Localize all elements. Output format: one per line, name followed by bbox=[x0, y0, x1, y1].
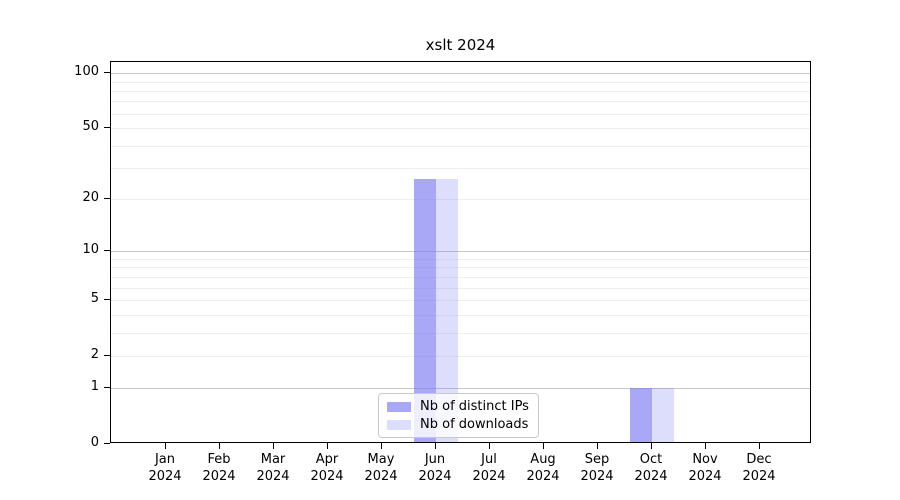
y-tick-label: 5 bbox=[90, 291, 99, 306]
x-tick-mark bbox=[165, 443, 166, 449]
minor-gridline bbox=[111, 300, 810, 301]
x-tick-mark bbox=[651, 443, 652, 449]
y-tick-label: 50 bbox=[82, 119, 99, 134]
legend-swatch-distinct-ips bbox=[387, 401, 411, 412]
x-tick-mark bbox=[273, 443, 274, 449]
minor-gridline bbox=[111, 355, 810, 357]
minor-gridline bbox=[111, 145, 810, 147]
bar-distinct-ips bbox=[414, 179, 436, 442]
y-tick-mark bbox=[104, 443, 110, 444]
major-gridline bbox=[111, 388, 810, 390]
y-tick-mark bbox=[104, 72, 110, 74]
y-tick-mark bbox=[104, 299, 110, 300]
minor-gridline bbox=[111, 259, 810, 260]
x-tick-label: Apr 2024 bbox=[310, 452, 344, 484]
y-tick-label: 10 bbox=[82, 242, 99, 258]
x-tick-label: Feb 2024 bbox=[202, 452, 236, 484]
y-tick-mark bbox=[104, 387, 110, 389]
x-tick-mark bbox=[381, 443, 382, 449]
minor-gridline bbox=[111, 90, 810, 92]
minor-gridline bbox=[111, 287, 810, 289]
minor-gridline bbox=[111, 81, 810, 83]
minor-gridline bbox=[111, 314, 810, 316]
legend-label-distinct-ips: Nb of distinct IPs bbox=[420, 399, 529, 414]
x-tick-mark bbox=[597, 443, 598, 449]
legend-swatch-downloads bbox=[387, 419, 411, 430]
chart-title: xslt 2024 bbox=[425, 36, 496, 54]
minor-gridline bbox=[111, 168, 810, 169]
x-tick-label: Nov 2024 bbox=[688, 452, 722, 484]
x-tick-label: Aug 2024 bbox=[526, 452, 560, 484]
bar-distinct-ips bbox=[630, 388, 652, 442]
legend: Nb of distinct IPs Nb of downloads bbox=[378, 393, 539, 438]
x-tick-label: Dec 2024 bbox=[742, 452, 776, 484]
x-tick-mark bbox=[435, 443, 436, 449]
minor-gridline bbox=[111, 267, 810, 269]
x-tick-label: Jul 2024 bbox=[472, 452, 506, 484]
bar-downloads bbox=[436, 179, 458, 442]
minor-gridline bbox=[111, 128, 810, 129]
x-tick-mark bbox=[489, 443, 490, 449]
y-tick-mark bbox=[104, 354, 110, 356]
x-tick-mark bbox=[219, 443, 220, 449]
bar-downloads bbox=[652, 388, 674, 442]
legend-entry-distinct-ips: Nb of distinct IPs bbox=[387, 399, 529, 414]
legend-label-downloads: Nb of downloads bbox=[420, 417, 529, 432]
x-tick-label: Mar 2024 bbox=[256, 452, 290, 484]
y-tick-mark bbox=[104, 198, 110, 200]
x-tick-mark bbox=[759, 443, 760, 449]
minor-gridline bbox=[111, 101, 810, 103]
x-tick-mark bbox=[543, 443, 544, 449]
y-tick-mark bbox=[104, 250, 110, 252]
minor-gridline bbox=[111, 276, 810, 278]
minor-gridline bbox=[111, 199, 810, 201]
x-tick-label: Sep 2024 bbox=[580, 452, 614, 484]
y-tick-mark bbox=[104, 127, 110, 128]
minor-gridline bbox=[111, 332, 810, 334]
plot-area bbox=[110, 61, 811, 443]
x-tick-label: Jun 2024 bbox=[418, 452, 452, 484]
legend-entry-downloads: Nb of downloads bbox=[387, 417, 529, 432]
major-gridline bbox=[111, 251, 810, 253]
y-tick-label: 20 bbox=[82, 190, 99, 206]
x-tick-mark bbox=[327, 443, 328, 449]
x-tick-label: May 2024 bbox=[364, 452, 398, 484]
y-tick-label: 1 bbox=[90, 379, 99, 395]
major-gridline bbox=[111, 73, 810, 75]
x-tick-mark bbox=[705, 443, 706, 449]
x-tick-label: Oct 2024 bbox=[634, 452, 668, 484]
minor-gridline bbox=[111, 113, 810, 115]
y-tick-label: 0 bbox=[90, 435, 99, 450]
x-tick-label: Jan 2024 bbox=[148, 452, 182, 484]
y-tick-label: 2 bbox=[90, 346, 99, 362]
y-tick-label: 100 bbox=[74, 64, 99, 80]
